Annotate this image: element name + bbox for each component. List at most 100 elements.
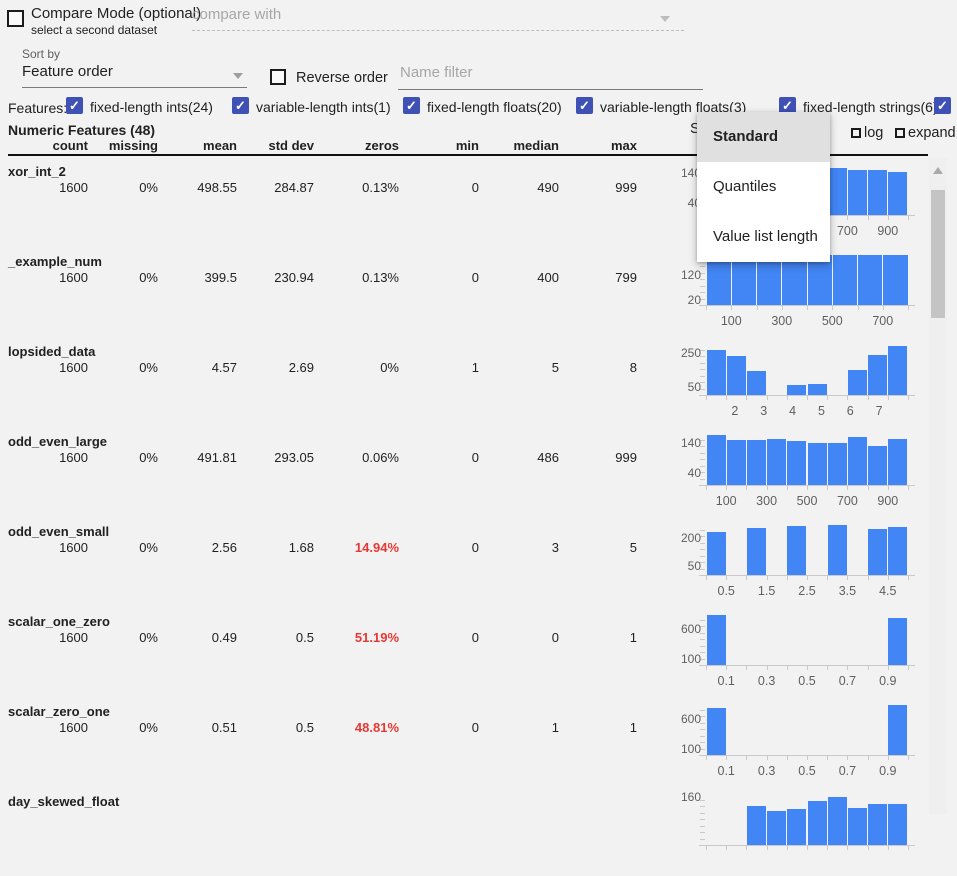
histogram-bar <box>827 525 847 575</box>
x-axis-tick-label: 0.7 <box>838 764 857 778</box>
x-axis-tick <box>786 846 788 850</box>
y-axis-tick <box>700 356 705 357</box>
y-axis-tick <box>700 825 705 827</box>
stat-value: 0% <box>139 630 158 645</box>
feature-toggle-checkbox[interactable]: ✓ <box>66 97 83 114</box>
stat-value: 1.68 <box>288 540 314 555</box>
x-axis-tick-label: 0.5 <box>717 584 735 598</box>
x-axis-tick-label: 0.3 <box>757 764 776 778</box>
column-header-mean[interactable]: mean <box>203 138 237 153</box>
stat-value: 0 <box>471 270 479 285</box>
histogram-bar <box>858 255 883 305</box>
column-header-median[interactable]: median <box>513 138 559 153</box>
y-axis-tick-label: 600 <box>680 711 701 726</box>
x-axis-tick-label: 2 <box>731 404 739 418</box>
scrollbar-up-arrow-icon[interactable] <box>933 167 943 174</box>
y-axis-tick <box>700 285 705 287</box>
facets-overview-app: { "compare_mode": { "label": "Compare Mo… <box>7 5 956 850</box>
feature-toggle-checkbox[interactable]: ✓ <box>232 97 249 114</box>
column-header-zeros[interactable]: zeros <box>365 138 399 153</box>
x-axis-tick <box>786 756 788 760</box>
x-axis-tick-label: 0.1 <box>717 764 735 778</box>
x-axis-tick <box>882 306 884 310</box>
stat-value: 999 <box>615 180 637 195</box>
stat-value: 0.49 <box>211 630 237 645</box>
feature-toggle-label: fixed-length ints(24) <box>90 99 213 115</box>
stat-value: 0% <box>139 360 158 375</box>
histogram-bar <box>832 255 857 305</box>
feature-toggle-checkbox[interactable]: ✓ <box>779 97 796 114</box>
x-axis-tick-label: 0.5 <box>798 764 816 778</box>
scrollbar-track[interactable] <box>929 158 947 814</box>
histogram-bar <box>746 528 767 575</box>
x-axis-tick <box>887 486 889 490</box>
histogram-bar <box>888 438 908 485</box>
y-axis-tick <box>700 832 705 833</box>
histogram-chart: 600 100 0.1 0.3 0.5 0.7 0.9 <box>655 698 930 786</box>
x-axis-tick <box>746 846 748 850</box>
x-axis-tick <box>746 576 748 580</box>
y-axis-tick <box>700 645 705 647</box>
menu-item-standard[interactable]: Standard <box>697 112 830 162</box>
feature-toggle-checkbox[interactable]: ✓ <box>934 97 951 114</box>
column-header-count[interactable]: count <box>52 138 88 153</box>
x-axis-tick-label: 7 <box>875 404 883 418</box>
x-axis-tick-label: 0.7 <box>838 674 857 688</box>
stat-value: 491.81 <box>197 450 237 465</box>
compare-with-select[interactable]: compare with <box>192 6 684 31</box>
expand-label: expand <box>908 125 956 141</box>
histogram-bar <box>731 255 756 305</box>
compare-with-placeholder: compare with <box>192 6 282 23</box>
column-header-stddev[interactable]: std dev <box>268 138 314 153</box>
name-filter-input[interactable]: Name filter <box>398 64 703 90</box>
x-axis-tick-label: 5 <box>817 404 825 418</box>
feature-toggle-checkbox[interactable]: ✓ <box>403 97 420 114</box>
x-axis-tick <box>847 396 849 400</box>
y-axis-tick <box>700 812 705 814</box>
x-axis-tick <box>706 846 707 850</box>
log-checkbox[interactable] <box>851 128 861 138</box>
x-axis-tick <box>766 666 768 670</box>
menu-item-value-list-length[interactable]: Value list length <box>713 228 818 245</box>
column-header-max[interactable]: max <box>610 138 637 153</box>
stat-value: 293.05 <box>274 450 314 465</box>
feature-name: xor_int_2 <box>8 164 66 179</box>
feature-toggle-checkbox[interactable]: ✓ <box>576 97 593 114</box>
x-axis-line <box>699 665 915 666</box>
compare-mode-checkbox[interactable] <box>7 10 24 27</box>
x-axis-tick <box>827 666 829 670</box>
reverse-order-checkbox[interactable] <box>270 69 286 85</box>
histogram-bar <box>883 255 908 305</box>
column-header-min[interactable]: min <box>455 138 479 153</box>
y-axis-tick <box>700 806 705 807</box>
expand-checkbox[interactable] <box>895 128 905 138</box>
feature-name: _example_num <box>8 254 102 269</box>
stat-value: 490 <box>537 180 559 195</box>
stat-value: 0 <box>471 180 479 195</box>
chart-dropdown-menu: Standard Quantiles Value list length <box>697 112 830 262</box>
scrollbar-thumb[interactable] <box>931 190 945 318</box>
x-axis-line <box>699 575 915 576</box>
histogram-bar <box>868 169 888 215</box>
x-axis-tick <box>807 306 808 310</box>
y-axis-tick <box>700 472 705 473</box>
stat-value: 498.55 <box>197 180 237 195</box>
histogram-bar <box>767 438 787 485</box>
stat-value: 1600 <box>59 540 88 555</box>
feature-toggle-label: variable-length floats(3) <box>600 99 747 115</box>
x-axis-tick-label: 3 <box>760 404 768 418</box>
column-header-missing[interactable]: missing <box>108 138 158 153</box>
stat-value: 0.5 <box>295 630 314 645</box>
stat-value: 0 <box>551 630 559 645</box>
y-axis-tick <box>700 382 705 383</box>
sort-order-select[interactable]: Feature order <box>22 63 247 88</box>
y-axis-tick-label: 160 <box>680 789 701 804</box>
x-axis-tick-label: 6 <box>846 404 854 418</box>
x-axis-tick <box>766 486 768 490</box>
x-axis-tick <box>857 306 859 310</box>
x-axis-tick-label: 900 <box>877 494 899 508</box>
histogram-bar <box>782 255 807 305</box>
x-axis-tick <box>726 666 728 670</box>
menu-item-quantiles[interactable]: Quantiles <box>713 178 777 195</box>
y-axis-tick-label: 50 <box>687 379 701 394</box>
